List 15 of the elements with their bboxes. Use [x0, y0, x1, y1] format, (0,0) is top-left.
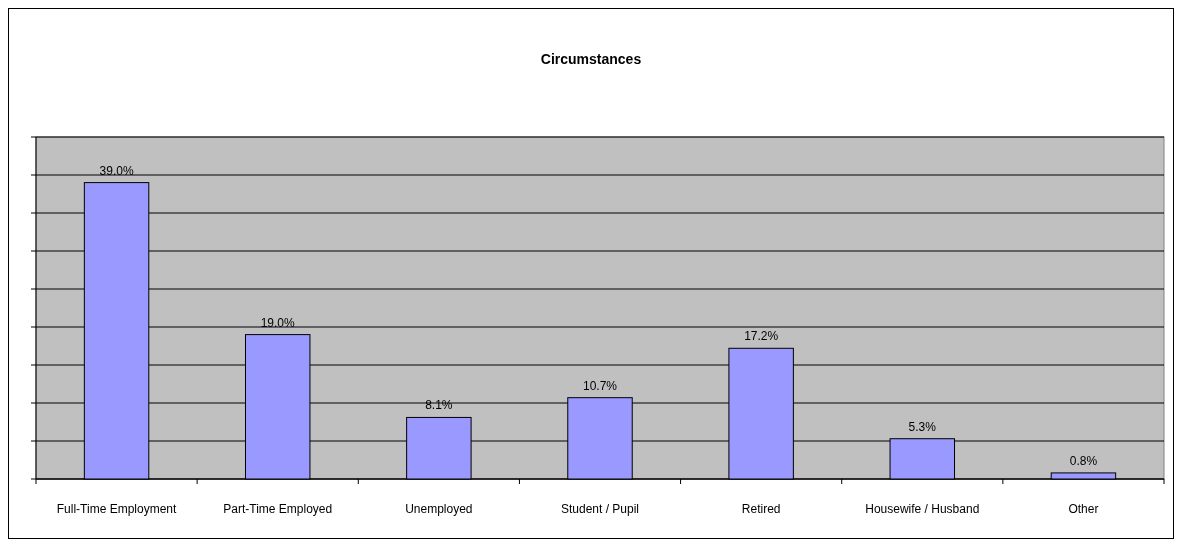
x-tick-label: Part-Time Employed — [223, 502, 333, 516]
data-label: 39.0% — [99, 163, 134, 178]
chart-title: Circumstances — [540, 51, 642, 67]
x-tick-label: Retired — [741, 502, 781, 516]
x-tick-label: Unemployed — [405, 502, 473, 516]
x-tick-label: Student / Pupil — [560, 502, 640, 516]
x-tick-label: Full-Time Employment — [56, 502, 178, 516]
x-tick-label: Housewife / Husband — [865, 502, 980, 516]
data-label: 19.0% — [260, 315, 296, 330]
data-label: 17.2% — [744, 329, 779, 344]
data-label: 0.8% — [1069, 453, 1098, 468]
data-label: 10.7% — [582, 378, 618, 393]
data-label: 5.3% — [908, 419, 937, 434]
x-tick-label: Other — [1068, 502, 1099, 516]
data-label: 8.1% — [425, 398, 453, 413]
